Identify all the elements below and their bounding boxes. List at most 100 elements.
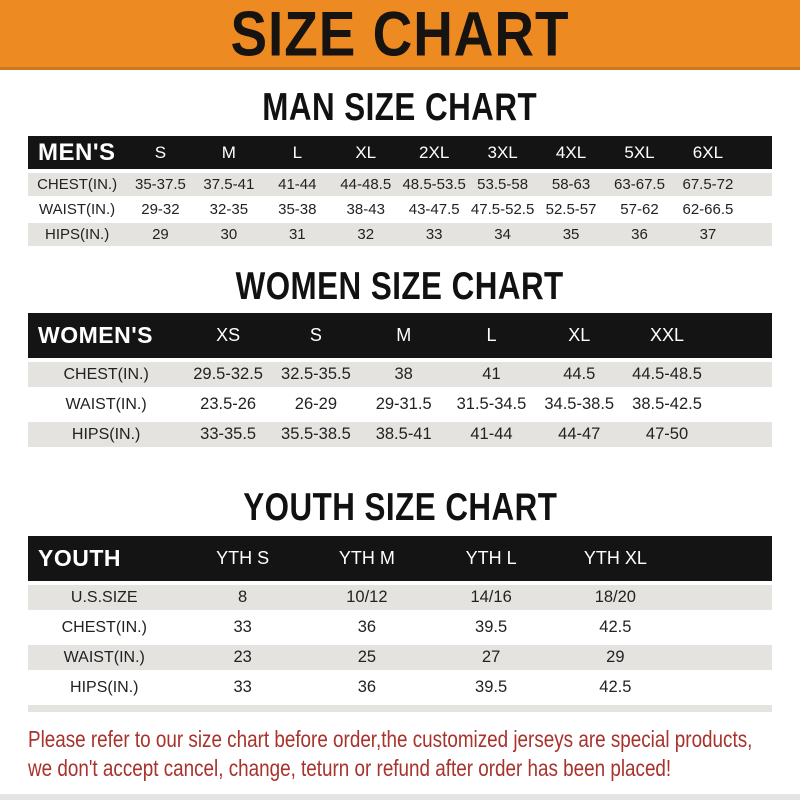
size-column-header: YTH M [338,548,395,568]
table-row: WAIST(IN.) 23 25 27 29 [28,645,772,670]
size-column-header: L [486,325,497,345]
size-value-cell: 47.5-52.5 [470,201,535,218]
table-title: WOMEN'S [38,322,154,348]
youth-section-heading: YOUTH SIZE CHART [0,452,800,529]
youth-heading-text: YOUTH SIZE CHART [242,484,558,529]
size-column-header: XL [355,142,377,162]
men-heading-text: MAN SIZE CHART [262,84,538,129]
size-column-header: S [154,142,167,162]
table-header-row: WOMEN'S XS S M L XL XXL [28,313,772,358]
row-label: WAIST(IN.) [39,201,116,218]
row-label: WAIST(IN.) [63,648,145,666]
size-value-cell: 36 [357,678,377,696]
size-value-cell: 29 [606,648,625,666]
size-value-cell: 39.5 [475,678,508,696]
row-label: CHEST(IN.) [63,365,149,383]
size-value-cell: 33 [233,678,252,696]
size-value-cell: 25 [357,648,377,666]
table-row: HIPS(IN.) 33-35.5 35.5-38.5 38.5-41 41-44 44-… [28,422,772,447]
size-value-cell: 63-67.5 [614,176,665,193]
size-value-cell: 57-62 [620,201,659,218]
size-value-cell: 48.5-53.5 [402,176,466,193]
size-value-cell: 23 [233,648,252,666]
size-value-cell: 32 [357,226,375,243]
size-value-cell: 27 [481,648,501,666]
row-label: U.S.SIZE [70,588,138,606]
table-row: CHEST(IN.) 29.5-32.5 32.5-35.5 38 41 44.5 44.5… [28,362,772,387]
size-value-cell: 37 [699,226,717,243]
table-title: YOUTH [38,545,121,571]
size-value-cell: 31.5-34.5 [456,395,527,413]
size-value-cell: 38.5-41 [375,425,432,443]
youth-section: YOUTH SIZE CHART YOUTH YTH S YTH M YTH L YTH… [0,452,800,712]
size-value-cell: 33-35.5 [200,425,257,443]
size-column-header: S [309,325,322,345]
size-value-cell: 35.5-38.5 [281,425,351,443]
size-value-cell: 34.5-38.5 [544,395,615,413]
table-row: CHEST(IN.) 35-37.5 37.5-41 41-44 44-48.5 48.5… [28,173,772,196]
disclaimer-text-2: we don't accept cancel, change, teturn o… [28,755,672,781]
table-bottom-stripe [28,705,772,712]
size-value-cell: 31 [288,226,306,243]
size-value-cell: 62-66.5 [682,201,734,218]
banner-title: SIZE CHART [230,0,570,69]
size-column-header: YTH L [465,548,517,568]
size-value-cell: 44.5-48.5 [632,365,702,383]
size-column-header: M [396,325,412,345]
disclaimer-text-1: Please refer to our size chart before or… [28,726,753,752]
size-value-cell: 29 [152,226,169,243]
size-value-cell: 8 [238,588,248,606]
size-value-cell: 29-31.5 [375,395,432,413]
size-value-cell: 41-44 [278,176,317,193]
size-column-header: YTH XL [583,548,647,568]
size-value-cell: 32.5-35.5 [281,365,351,383]
size-value-cell: 26-29 [294,395,337,413]
size-value-cell: 41 [482,365,501,383]
women-section-heading: WOMEN SIZE CHART [0,248,800,305]
size-value-cell: 18/20 [594,588,636,606]
row-label: WAIST(IN.) [65,395,147,413]
men-section-heading: MAN SIZE CHART [0,70,800,129]
size-column-header: YTH S [216,548,270,568]
row-label: CHEST(IN.) [37,176,118,193]
size-value-cell: 58-63 [551,176,591,193]
size-column-header: 4XL [555,142,587,162]
size-column-header: XL [568,325,591,345]
table-row: HIPS(IN.) 29 30 31 32 33 34 35 36 37 [28,223,772,246]
size-value-cell: 29-32 [141,201,180,218]
table-header-row: YOUTH YTH S YTH M YTH L YTH XL [28,536,772,581]
size-value-cell: 35-37.5 [134,176,186,193]
size-value-cell: 37.5-41 [203,176,255,193]
size-value-cell: 36 [631,226,648,243]
table-row: CHEST(IN.) 33 36 39.5 42.5 [28,615,772,640]
disclaimer-line-1: Please refer to our size chart before or… [28,725,800,754]
size-value-cell: 38.5-42.5 [632,395,702,413]
size-value-cell: 53.5-58 [477,176,529,193]
bottom-edge-strip [0,794,800,800]
size-column-header: 5XL [624,142,655,162]
size-column-header: 6XL [692,142,724,162]
size-value-cell: 47-50 [645,425,689,443]
size-value-cell: 34 [494,226,511,243]
size-value-cell: 67.5-72 [682,176,734,193]
size-value-cell: 44-47 [558,425,601,443]
size-value-cell: 10/12 [346,588,388,606]
size-value-cell: 41-44 [470,425,513,443]
size-value-cell: 38 [394,365,413,383]
size-value-cell: 30 [220,226,238,243]
size-value-cell: 35-38 [278,201,317,218]
size-column-header: M [221,142,236,162]
men-size-table: MEN'S S M L XL 2XL 3XL 4XL 5XL 6XL CHEST(IN.) 35-37… [28,136,772,246]
size-column-header: L [292,142,303,162]
size-column-header: XXL [650,325,685,345]
size-value-cell: 39.5 [475,618,508,636]
row-label: HIPS(IN.) [45,226,110,243]
size-value-cell: 32-35 [209,201,249,218]
size-value-cell: 52.5-57 [545,201,597,218]
size-value-cell: 33 [233,618,252,636]
size-value-cell: 29.5-32.5 [193,365,263,383]
size-value-cell: 38-43 [346,201,385,218]
size-column-header: 3XL [487,142,518,162]
table-row: HIPS(IN.) 33 36 39.5 42.5 [28,675,772,700]
size-value-cell: 36 [357,618,377,636]
